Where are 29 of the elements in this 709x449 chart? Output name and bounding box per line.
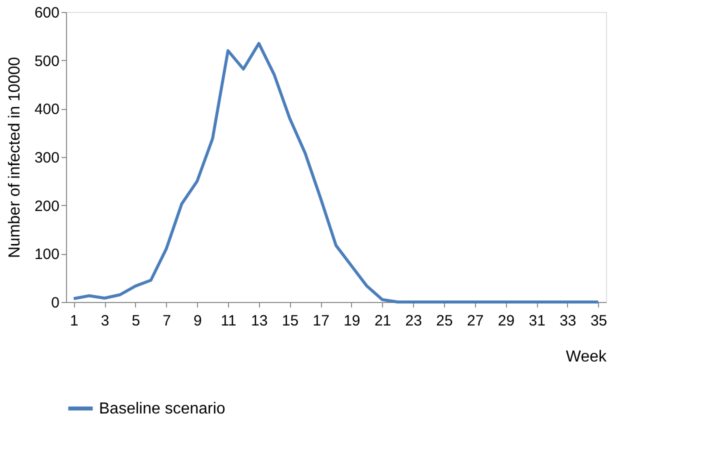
x-tick-label: 17 <box>312 312 330 330</box>
x-tick-label: 19 <box>344 312 360 330</box>
y-tick-label: 200 <box>34 198 60 215</box>
x-tick-label: 13 <box>251 312 268 330</box>
x-tick-label: 21 <box>374 312 392 330</box>
x-tick-label: 33 <box>560 312 576 330</box>
x-tick-label: 29 <box>498 312 515 330</box>
line-series <box>72 42 600 304</box>
x-tick-label: 31 <box>528 312 546 330</box>
y-tick-label: 400 <box>34 101 60 118</box>
y-tick-label: 0 <box>51 294 60 312</box>
x-tick-label: 9 <box>193 312 202 330</box>
y-axis-title: Number of infected in 10000 <box>6 56 24 258</box>
legend-label: Baseline scenario <box>99 400 226 418</box>
y-tick-label: 500 <box>34 52 60 70</box>
x-tick-label: 5 <box>132 312 140 330</box>
x-axis-title: Week <box>566 348 608 366</box>
y-tick-label: 300 <box>34 150 60 166</box>
x-tick-label: 23 <box>405 312 422 330</box>
x-tick-label: 7 <box>162 312 171 330</box>
y-tick-label: 100 <box>34 246 60 264</box>
x-tick-label: 1 <box>70 312 78 330</box>
x-tick-label: 15 <box>282 312 299 330</box>
x-tick-label: 35 <box>590 312 608 330</box>
x-tick-label: 11 <box>220 312 236 330</box>
x-tick-label: 3 <box>100 312 110 330</box>
x-tick-label: 27 <box>467 312 484 330</box>
y-tick-label: 600 <box>34 4 60 22</box>
x-tick-label: 25 <box>436 312 453 330</box>
